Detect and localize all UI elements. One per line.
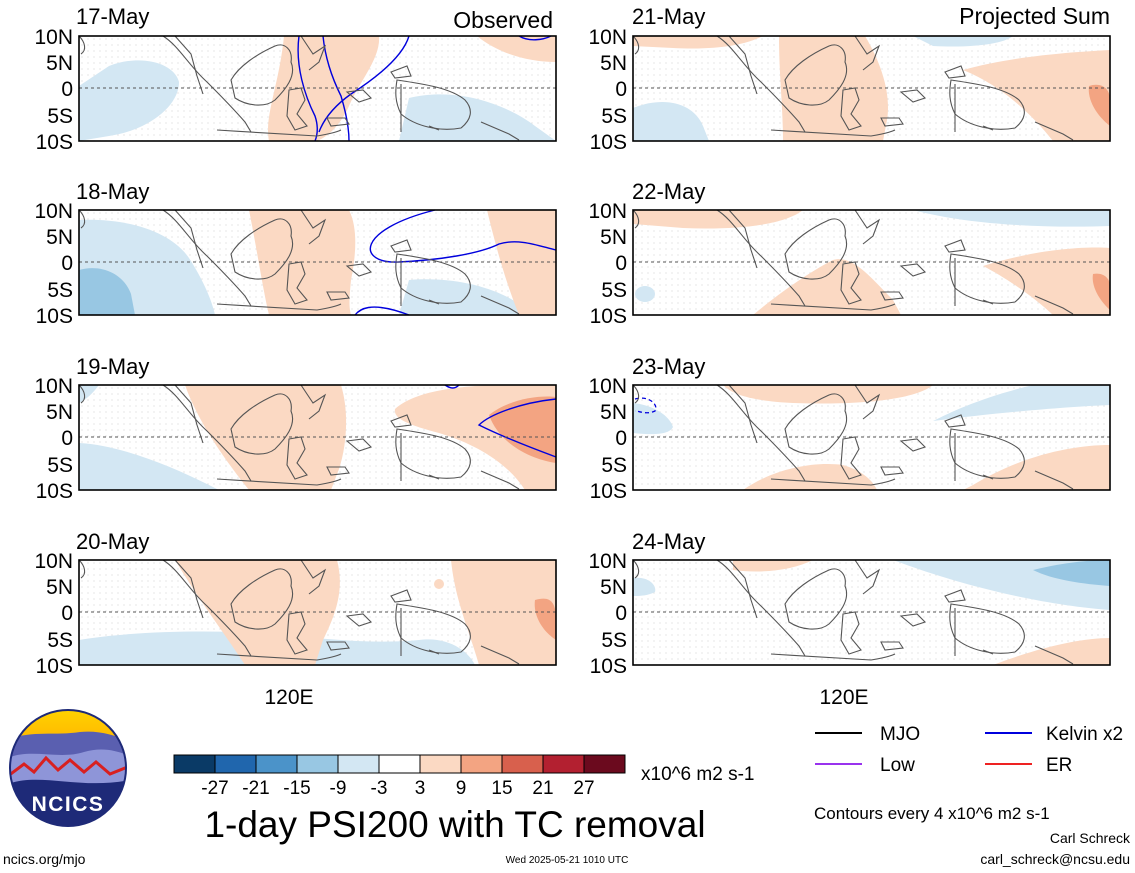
y-tick-label: 5N xyxy=(600,52,627,75)
y-tick-label: 5N xyxy=(46,226,73,249)
y-tick-label: 0 xyxy=(615,602,627,625)
colorbar-swatch xyxy=(583,754,626,774)
date-label-right-2: 22-May xyxy=(632,179,705,204)
colorbar: -27 -21 -15 -9 -3 3 9 15 21 27 xyxy=(173,754,626,799)
colorbar-swatch xyxy=(419,754,462,774)
panel-19-may xyxy=(78,384,557,491)
observed-header: Observed xyxy=(453,7,553,33)
colorbar-units: x10^6 m2 s-1 xyxy=(641,764,754,785)
colorbar-swatch xyxy=(378,754,421,774)
x-tick-left: 120E xyxy=(264,686,313,709)
y-tick-label: 5S xyxy=(47,105,73,128)
y-tick-label: 10N xyxy=(588,200,627,223)
colorbar-swatch xyxy=(542,754,585,774)
date-label-right-1: 21-May xyxy=(632,4,705,29)
panel-24-may xyxy=(632,559,1111,666)
y-axis-labels: 10N 5N 0 5S 10S 10N 5N 0 5S 10S 10N 5N 0 5S 10S 10N 5N 0 5… xyxy=(34,26,627,678)
y-tick-label: 5S xyxy=(601,105,627,128)
y-tick-label: 10S xyxy=(590,480,627,503)
colorbar-label: 15 xyxy=(491,778,512,799)
y-tick-label: 10N xyxy=(34,200,73,223)
y-tick-label: 5N xyxy=(600,401,627,424)
y-tick-label: 0 xyxy=(615,252,627,275)
y-tick-label: 0 xyxy=(61,602,73,625)
panel-23-may xyxy=(632,384,1111,491)
legend-er-label: ER xyxy=(1046,755,1072,776)
y-tick-label: 10N xyxy=(588,26,627,49)
y-tick-label: 10N xyxy=(588,375,627,398)
colorbar-label: 21 xyxy=(532,778,553,799)
colorbar-swatch xyxy=(337,754,380,774)
panel-20-may xyxy=(78,559,557,666)
panel-17-may xyxy=(78,35,557,142)
y-tick-label: 5S xyxy=(601,279,627,302)
y-tick-label: 10N xyxy=(34,550,73,573)
y-tick-label: 10S xyxy=(36,131,73,154)
y-tick-label: 10S xyxy=(36,655,73,678)
projected-sum-header: Projected Sum xyxy=(959,3,1110,29)
colorbar-label: 9 xyxy=(456,778,467,799)
logo-text: NCICS xyxy=(32,793,105,816)
y-tick-label: 5S xyxy=(601,454,627,477)
y-tick-label: 5N xyxy=(46,52,73,75)
y-tick-label: 0 xyxy=(61,427,73,450)
colorbar-label: 3 xyxy=(415,778,426,799)
date-label-left-1: 17-May xyxy=(76,4,149,29)
colorbar-swatch xyxy=(173,754,216,774)
date-label-right-4: 24-May xyxy=(632,529,705,554)
y-tick-label: 5N xyxy=(600,576,627,599)
footer-site: ncics.org/mjo xyxy=(3,851,86,867)
y-tick-label: 5N xyxy=(600,226,627,249)
y-tick-label: 10S xyxy=(36,305,73,328)
y-tick-label: 10S xyxy=(36,480,73,503)
date-label-left-4: 20-May xyxy=(76,529,149,554)
y-tick-label: 10S xyxy=(590,131,627,154)
legend: MJO Kelvin x2 Low ER xyxy=(815,724,1123,776)
colorbar-label: -15 xyxy=(283,778,310,799)
date-label-right-3: 23-May xyxy=(632,354,705,379)
panel-22-may xyxy=(632,209,1111,316)
y-tick-label: 5N xyxy=(46,401,73,424)
y-tick-label: 5S xyxy=(47,629,73,652)
y-tick-label: 0 xyxy=(615,78,627,101)
y-tick-label: 0 xyxy=(61,252,73,275)
credit-author: Carl Schreck xyxy=(1050,830,1131,846)
colorbar-swatch xyxy=(501,754,544,774)
colorbar-label: -3 xyxy=(371,778,388,799)
date-label-left-2: 18-May xyxy=(76,179,149,204)
colorbar-label: 27 xyxy=(573,778,594,799)
ncics-logo: NCICS xyxy=(9,709,127,827)
y-tick-label: 5S xyxy=(47,454,73,477)
footer-timestamp: Wed 2025-05-21 1010 UTC xyxy=(506,855,629,866)
y-tick-label: 0 xyxy=(615,427,627,450)
legend-kelvin-label: Kelvin x2 xyxy=(1046,724,1123,745)
contour-note: Contours every 4 x10^6 m2 s-1 xyxy=(814,804,1050,823)
y-tick-label: 5S xyxy=(47,279,73,302)
y-tick-label: 0 xyxy=(61,78,73,101)
figure-title: 1-day PSI200 with TC removal xyxy=(204,804,705,845)
legend-low-label: Low xyxy=(880,755,915,776)
colorbar-label: -27 xyxy=(201,778,228,799)
colorbar-swatch xyxy=(296,754,339,774)
panel-21-may xyxy=(632,35,1111,142)
colorbar-swatch xyxy=(214,754,257,774)
credit-email: carl_schreck@ncsu.edu xyxy=(980,851,1130,867)
colorbar-label: -21 xyxy=(242,778,269,799)
date-label-left-3: 19-May xyxy=(76,354,149,379)
y-tick-label: 10N xyxy=(34,375,73,398)
y-tick-label: 10N xyxy=(34,26,73,49)
y-tick-label: 10N xyxy=(588,550,627,573)
y-tick-label: 5N xyxy=(46,576,73,599)
x-tick-right: 120E xyxy=(819,686,868,709)
colorbar-swatch xyxy=(255,754,298,774)
y-tick-label: 5S xyxy=(601,629,627,652)
colorbar-swatch xyxy=(460,754,503,774)
y-tick-label: 10S xyxy=(590,305,627,328)
panel-18-may xyxy=(78,209,557,316)
legend-mjo-label: MJO xyxy=(880,724,920,745)
colorbar-label: -9 xyxy=(330,778,347,799)
y-tick-label: 10S xyxy=(590,655,627,678)
